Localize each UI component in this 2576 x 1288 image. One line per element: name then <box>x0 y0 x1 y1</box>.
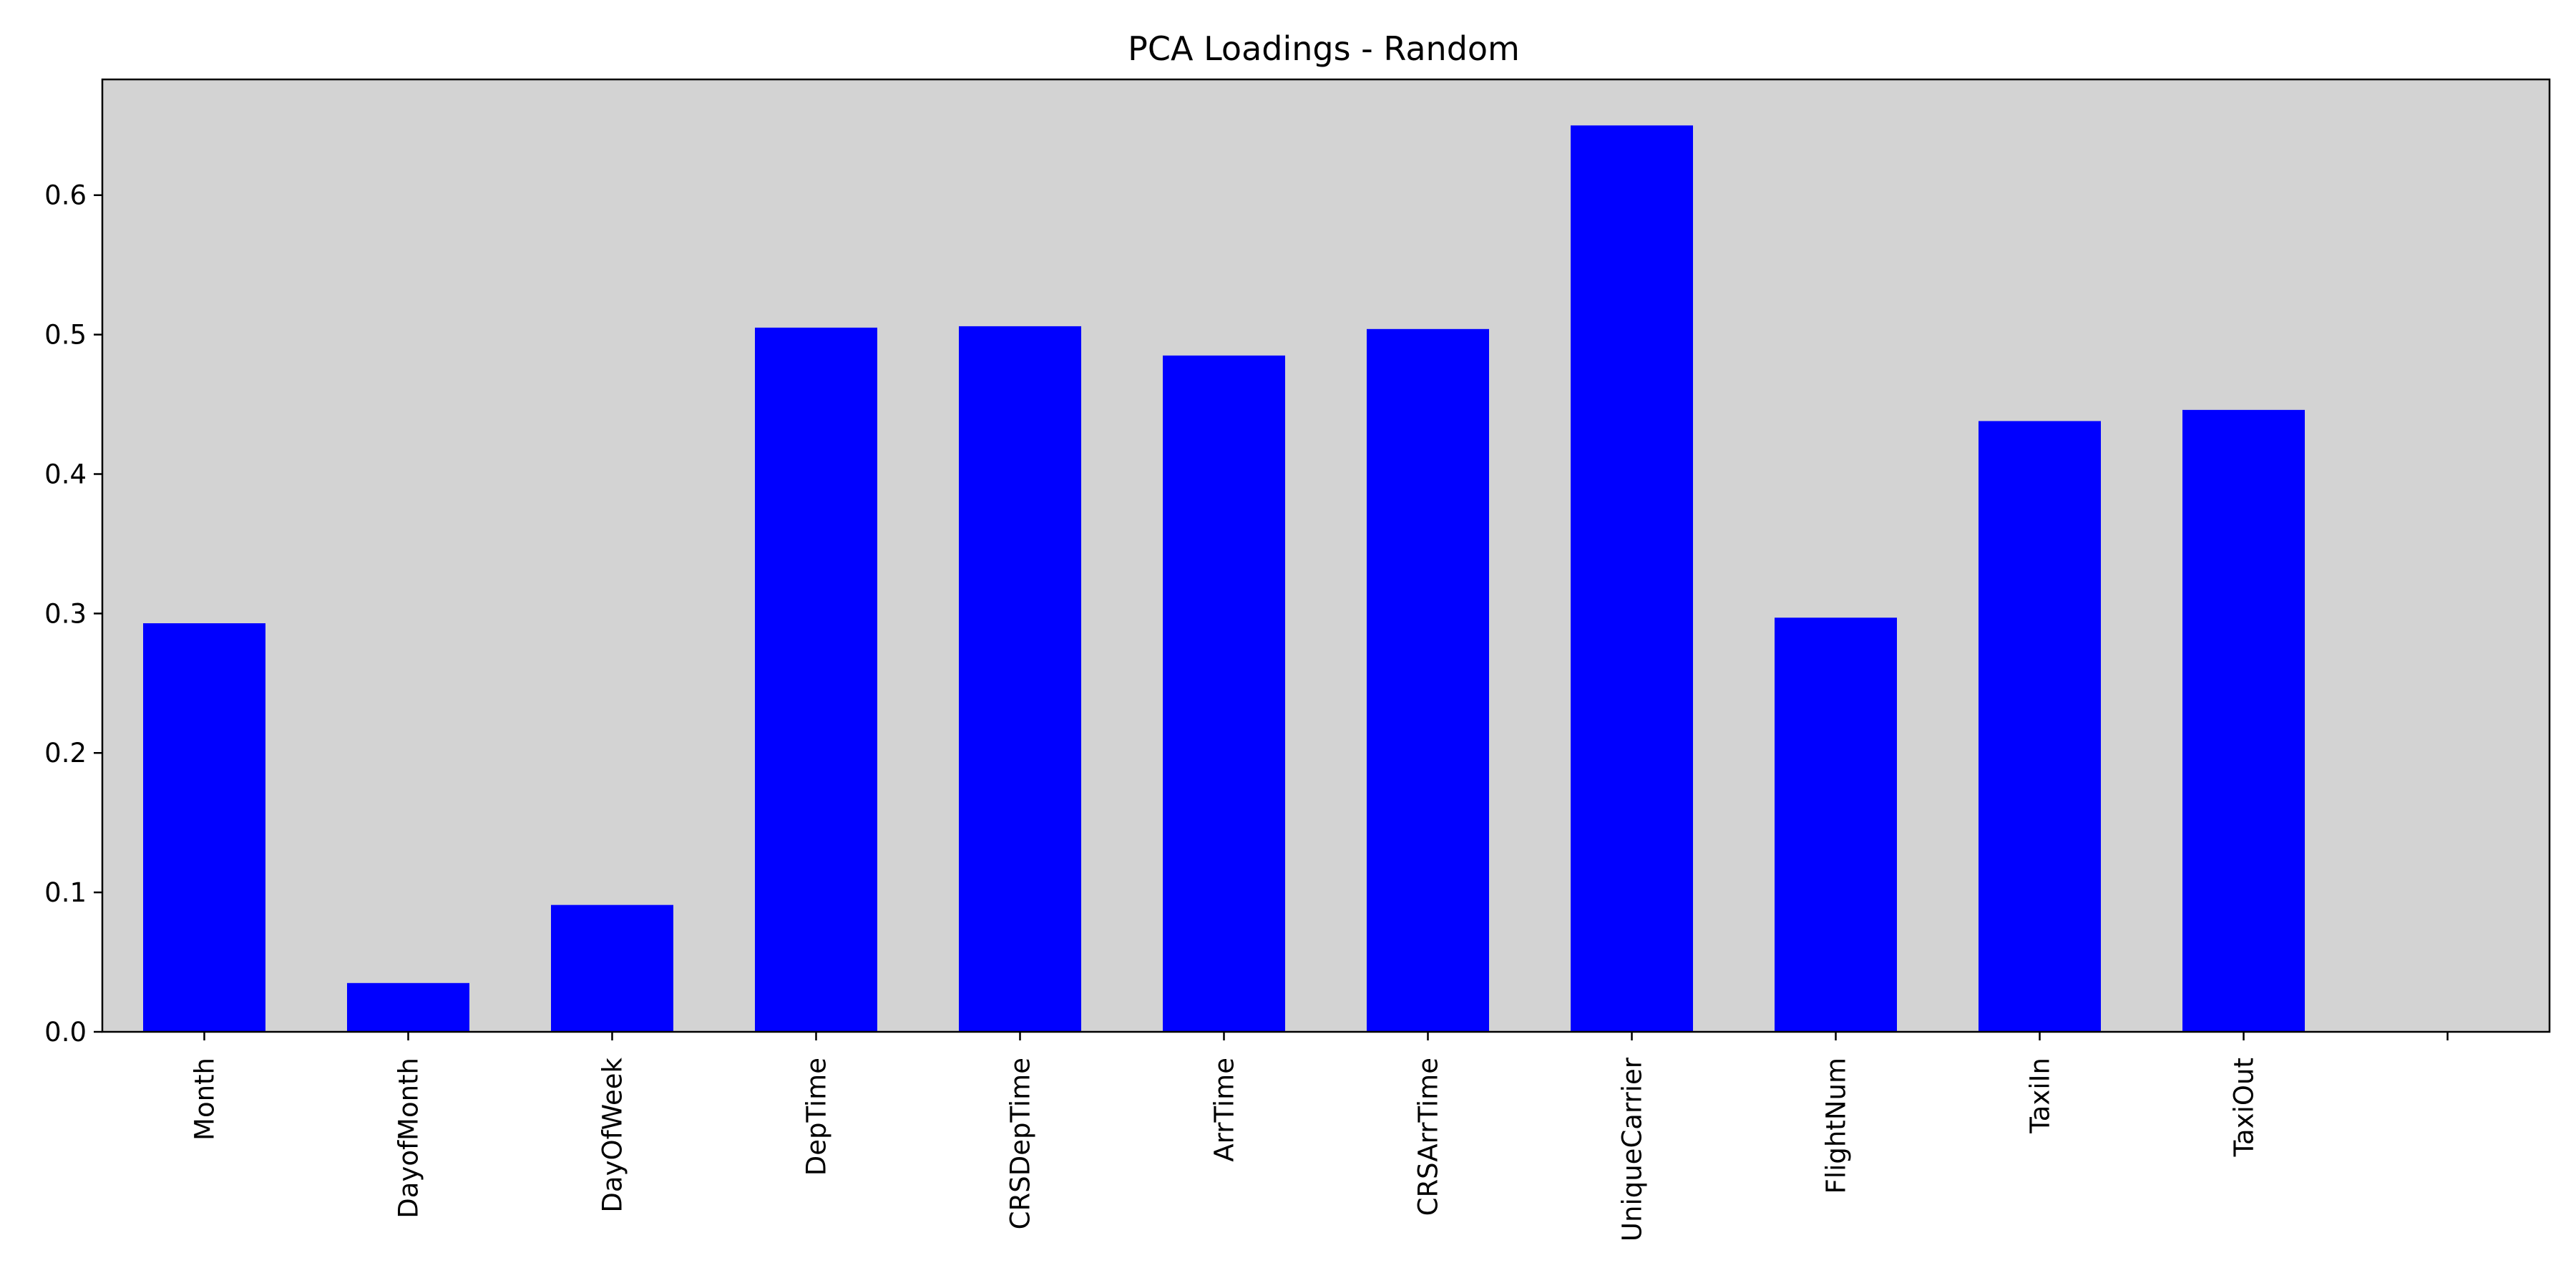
bar-CRSDepTime <box>959 326 1081 1033</box>
bar-DayOfWeek <box>551 904 673 1032</box>
bar-DepTime <box>755 327 877 1032</box>
bar-TaxiOut <box>2182 409 2305 1032</box>
y-tick-label: 0.4 <box>44 459 87 489</box>
x-tick-label: CRSArrTime <box>1413 1058 1444 1216</box>
x-tick-label: DayofMonth <box>394 1058 424 1219</box>
x-tick-label: CRSDepTime <box>1005 1058 1036 1229</box>
y-axis: 0.0 0.1 0.2 0.3 0.4 0.5 0.6 <box>44 180 102 1048</box>
x-tick-label: TaxiIn <box>2025 1058 2056 1134</box>
x-tick-label: DepTime <box>801 1058 832 1176</box>
bar-ArrTime <box>1163 355 1285 1032</box>
bars-group <box>143 125 2305 1033</box>
x-tick-label: ArrTime <box>1209 1058 1240 1162</box>
x-axis: Month DayofMonth DayOfWeek DepTime CRSDepTim… <box>190 1032 2449 1241</box>
chart-title: PCA Loadings - Random <box>1128 29 1520 68</box>
x-tick-label: TaxiOut <box>2229 1058 2260 1157</box>
y-tick-label: 0.6 <box>44 180 87 211</box>
x-tick-label: FlightNum <box>1821 1058 1852 1194</box>
y-tick-label: 0.1 <box>44 877 87 908</box>
plot-frame <box>101 78 2551 1033</box>
plot-area <box>102 79 2550 1032</box>
bar-UniqueCarrier <box>1571 125 1693 1032</box>
bar-Month <box>143 623 265 1032</box>
x-tick-label: DayOfWeek <box>597 1057 628 1212</box>
y-tick-label: 0.2 <box>44 738 87 769</box>
bar-CRSArrTime <box>1367 328 1489 1032</box>
x-tick-label: Month <box>190 1058 220 1141</box>
bar-TaxiIn <box>1979 421 2101 1032</box>
x-tick-label: UniqueCarrier <box>1617 1057 1648 1241</box>
y-tick-label: 0.3 <box>44 598 87 629</box>
y-tick-label: 0.5 <box>44 320 87 351</box>
bar-FlightNum <box>1775 618 1897 1032</box>
bar-DayofMonth <box>347 982 469 1032</box>
y-tick-label: 0.0 <box>44 1017 87 1048</box>
